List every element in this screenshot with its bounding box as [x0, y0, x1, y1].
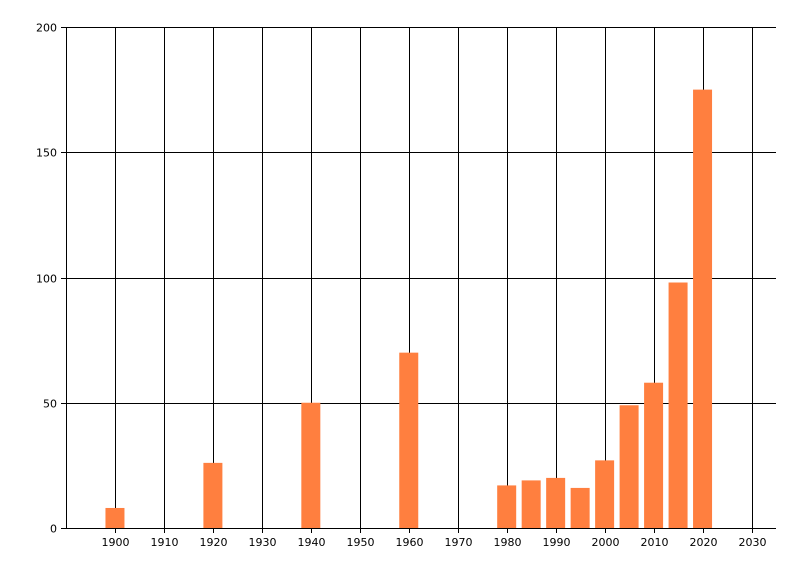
x-tick-label: 1920 — [200, 536, 228, 549]
bar — [497, 485, 517, 528]
x-tick-label: 1940 — [298, 536, 326, 549]
x-tick-label: 1950 — [347, 536, 375, 549]
bar — [570, 487, 590, 528]
y-tick-label: 100 — [36, 273, 57, 286]
x-tick-label: 1990 — [543, 536, 571, 549]
x-tick-label: 2030 — [739, 536, 767, 549]
x-tick-label: 1910 — [151, 536, 179, 549]
bar — [546, 477, 566, 528]
bar — [595, 460, 615, 528]
y-tick-label: 150 — [36, 147, 57, 160]
x-tick-label: 2000 — [592, 536, 620, 549]
y-tick-label: 50 — [43, 398, 57, 411]
axes — [61, 27, 776, 533]
x-tick-label: 1980 — [494, 536, 522, 549]
bar — [399, 352, 419, 528]
bar — [668, 282, 688, 528]
bar — [693, 89, 713, 528]
x-tick-label: 1930 — [249, 536, 277, 549]
y-tick-label: 200 — [36, 22, 57, 35]
bar — [619, 405, 639, 528]
bar — [301, 402, 321, 528]
x-tick-label: 1900 — [102, 536, 130, 549]
y-tick-label: 0 — [50, 523, 57, 536]
bar — [644, 382, 664, 528]
bar — [521, 480, 541, 528]
bar — [203, 462, 223, 528]
y-tick-labels: 0 50 100 150 200 — [36, 22, 57, 536]
bar — [105, 507, 125, 528]
x-tick-label: 1970 — [445, 536, 473, 549]
x-tick-labels: 1900 1910 1920 1930 1940 1950 1960 1970 1980 1990… — [102, 536, 767, 549]
x-tick-label: 2020 — [690, 536, 718, 549]
x-tick-label: 2010 — [641, 536, 669, 549]
x-tick-label: 1960 — [396, 536, 424, 549]
bars — [105, 89, 713, 528]
